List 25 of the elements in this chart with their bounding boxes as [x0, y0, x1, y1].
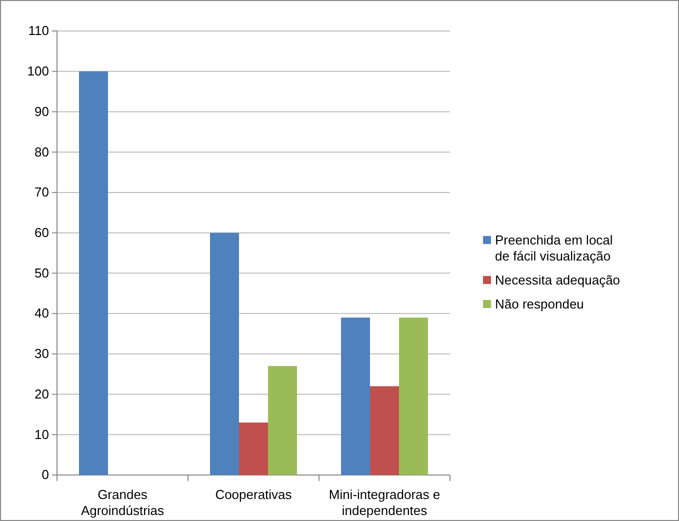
bar	[399, 318, 428, 475]
y-tick-label: 80	[34, 144, 49, 160]
y-tick-label: 110	[28, 23, 49, 38]
y-tick-label: 10	[34, 426, 49, 442]
y-tick-label: 40	[34, 306, 49, 321]
bar	[79, 71, 108, 475]
y-tick-label: 0	[42, 467, 49, 482]
y-tick-label: 90	[34, 104, 49, 119]
y-tick-label: 30	[34, 346, 49, 362]
y-tick-label: 20	[34, 386, 49, 402]
bar	[268, 366, 297, 475]
bar	[341, 318, 370, 475]
bar	[370, 386, 399, 475]
x-tick-label: Cooperativas	[215, 487, 292, 502]
y-tick-label: 70	[34, 184, 49, 200]
legend-label: Preenchida em local de fácil visualização	[495, 232, 613, 264]
y-tick-label: 60	[34, 224, 49, 240]
bar	[239, 422, 268, 475]
x-tick-label: Grandes Agroindústrias	[80, 487, 165, 518]
bar	[210, 232, 239, 475]
y-tick-label: 100	[27, 64, 49, 79]
legend-label: Necessita adequação	[495, 272, 620, 288]
legend-label: Não respondeu	[495, 296, 584, 312]
y-tick-label: 50	[34, 265, 49, 280]
x-tick-label: Mini-integradoras e independentes	[328, 487, 440, 518]
